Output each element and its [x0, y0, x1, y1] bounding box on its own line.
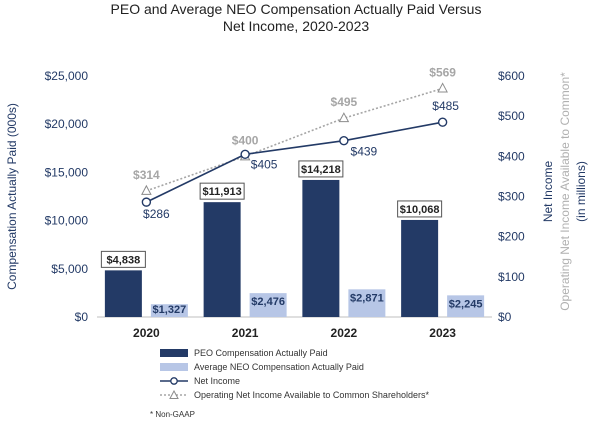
line-label-net-income: $485	[432, 99, 459, 113]
bar-label-peo: $4,838	[107, 254, 141, 266]
legend-label-peo: PEO Compensation Actually Paid	[194, 348, 328, 358]
bar-label-neo: $2,476	[251, 296, 285, 308]
bar-label-neo: $2,871	[350, 292, 384, 304]
marker-operating-net-income	[437, 82, 448, 93]
bar-label-box-peo	[298, 160, 344, 178]
marker-net-income	[141, 197, 152, 207]
legend-swatch-neo	[160, 363, 188, 371]
marker-net-income	[339, 135, 349, 146]
bar-peo	[401, 219, 439, 317]
y-tick-left: $10,000	[45, 214, 89, 228]
line-label-operating-net-income: $314	[133, 168, 160, 182]
bar-label-box-peo	[397, 200, 443, 218]
legend-label-neo: Average NEO Compensation Actually Paid	[194, 362, 364, 372]
legend-item-peo: PEO Compensation Actually Paid	[160, 346, 429, 360]
line-label-operating-net-income: $495	[331, 95, 358, 109]
y-axis-label-left: Compensation Actually Paid (000s)	[5, 103, 19, 290]
y-tick-right: $100	[498, 270, 525, 284]
legend-swatch-operating	[160, 390, 188, 399]
line-net-income	[146, 121, 443, 203]
bar-label-box-peo	[199, 182, 245, 200]
bar-label-peo: $11,913	[203, 186, 242, 198]
bar-label-peo: $10,068	[400, 204, 440, 216]
line-label-operating-net-income: $400	[232, 133, 259, 147]
bar-peo	[203, 202, 241, 317]
marker-operating-net-income	[338, 112, 350, 123]
x-tick-label: 2022	[331, 326, 358, 340]
bar-neo	[249, 293, 287, 317]
chart-title-line-2: Net Income, 2020-2023	[223, 18, 370, 34]
line-label-operating-net-income: $569	[429, 65, 456, 79]
bar-neo	[348, 289, 386, 317]
y-tick-left: $5,000	[51, 262, 88, 276]
y-tick-left: $0	[75, 310, 89, 324]
footnote: * Non-GAAP	[150, 410, 195, 419]
bar-label-box-peo	[100, 250, 146, 268]
legend-item-net-income: Net Income	[160, 374, 429, 388]
chart-title-line-1: PEO and Average NEO Compensation Actuall…	[111, 1, 482, 17]
legend-swatch-net-income	[160, 377, 188, 385]
bar-neo	[150, 304, 188, 317]
bar-label-neo: $1,327	[153, 304, 187, 316]
marker-net-income	[240, 149, 250, 160]
y-axis-label-right-3: (in millions)	[574, 161, 588, 222]
marker-net-income	[437, 117, 448, 127]
x-tick-label: 2021	[232, 326, 259, 340]
y-tick-left: $20,000	[45, 117, 89, 131]
y-tick-right: $500	[498, 109, 525, 123]
legend-label-net-income: Net Income	[194, 376, 241, 386]
legend-label-operating: Operating Net Income Available to Common…	[194, 390, 429, 400]
bar-peo	[104, 270, 142, 317]
x-tick-label: 2023	[429, 326, 456, 340]
y-tick-left: $15,000	[45, 165, 89, 179]
y-axis-label-right-1: Net Income	[541, 160, 555, 222]
y-tick-right: $0	[498, 310, 512, 324]
line-operating-net-income	[146, 87, 443, 192]
legend-item-operating: Operating Net Income Available to Common…	[160, 388, 429, 402]
y-tick-right: $200	[498, 230, 525, 244]
legend: PEO Compensation Actually Paid Average N…	[160, 346, 429, 402]
legend-swatch-peo	[160, 349, 188, 357]
y-tick-left: $25,000	[45, 69, 89, 83]
line-label-net-income: $286	[143, 207, 170, 221]
y-tick-right: $300	[498, 190, 525, 204]
y-tick-right: $600	[498, 69, 525, 83]
bar-peo	[302, 179, 340, 317]
line-label-net-income: $439	[351, 145, 378, 159]
marker-operating-net-income	[141, 184, 152, 195]
x-tick-label: 2020	[133, 326, 160, 340]
bar-neo	[447, 295, 485, 317]
y-tick-right: $400	[498, 149, 525, 163]
legend-item-neo: Average NEO Compensation Actually Paid	[160, 360, 429, 374]
y-axis-label-right-2: Operating Net Income Available to Common…	[558, 72, 572, 311]
bar-label-peo: $14,218	[301, 164, 341, 176]
line-label-net-income: $405	[251, 157, 278, 171]
bar-label-neo: $2,245	[449, 298, 483, 310]
